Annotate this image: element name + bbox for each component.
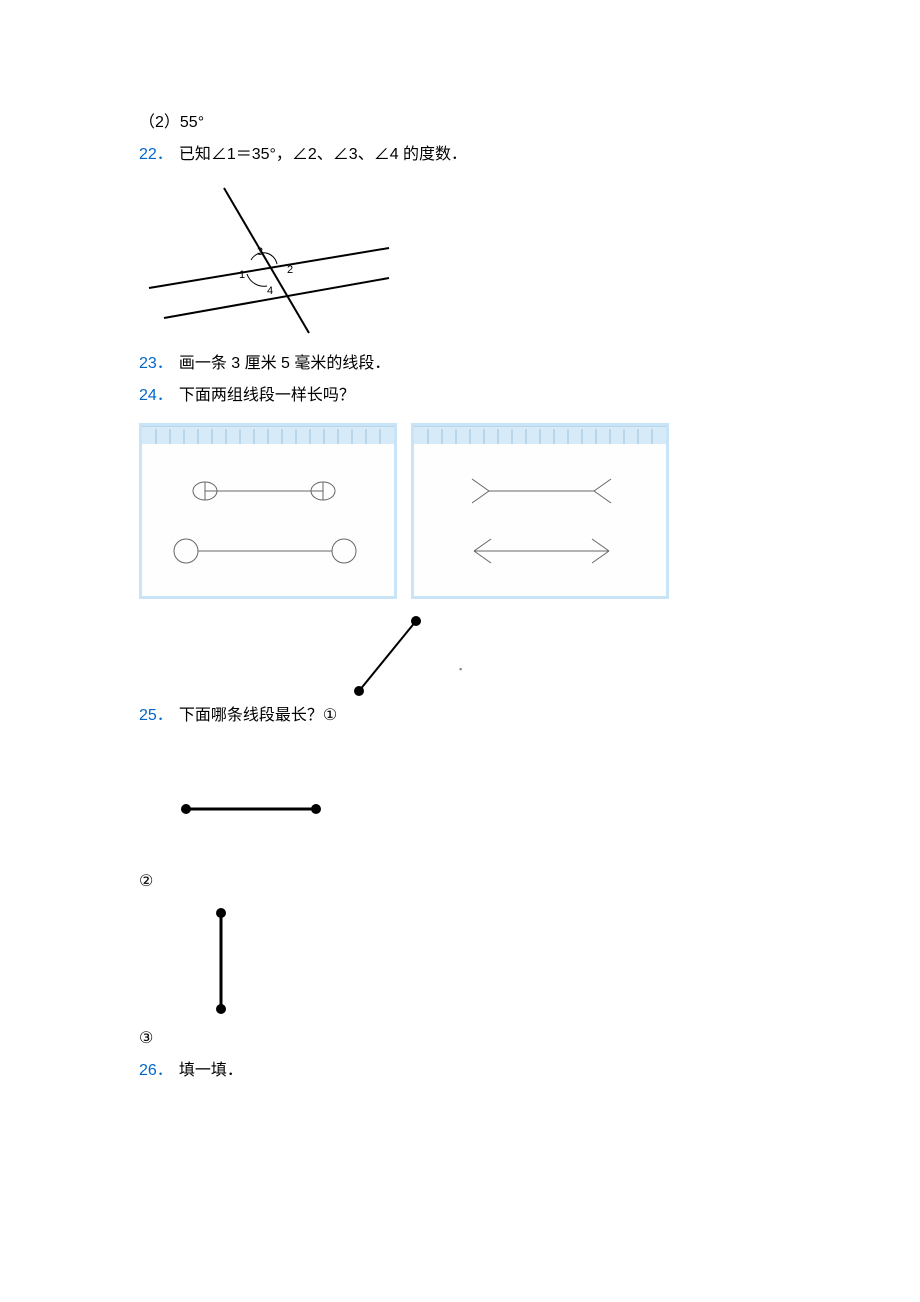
small-marker-icon: ▪ <box>459 664 462 674</box>
q24-text: 下面两组线段一样长吗？ <box>179 387 355 404</box>
q24-num: 24． <box>139 387 173 404</box>
q23-text: 画一条 3 厘米 5 毫米的线段． <box>179 355 391 372</box>
q26-text: 填一填． <box>179 1062 243 1079</box>
q25-seg3-block: ② ③ <box>139 869 920 1052</box>
q25-label-2: ② <box>139 869 920 895</box>
q25-num: 25． <box>139 707 173 724</box>
q22-text: 已知∠1＝35°，∠2、∠3、∠4 的度数． <box>179 146 467 163</box>
q25-label-3: ③ <box>139 1026 920 1052</box>
illusion-circles <box>142 449 394 591</box>
q23-num: 23． <box>139 355 173 372</box>
q22-figure: 1 2 3 4 <box>139 178 920 343</box>
q25-block: ▪ 25．下面哪条线段最长？① ② ③ <box>139 609 920 1052</box>
q25-segment-1 <box>341 609 920 709</box>
q26-line: 26． 填一填． <box>139 1058 920 1084</box>
svg-text:3: 3 <box>257 246 263 258</box>
illusion-arrows <box>414 449 666 591</box>
ruler-icon <box>142 426 394 444</box>
q24-line: 24． 下面两组线段一样长吗？ <box>139 383 920 409</box>
q22-line: 22． 已知∠1＝35°，∠2、∠3、∠4 的度数． <box>139 142 920 168</box>
q25-segment-3 <box>181 901 920 1026</box>
q22-num: 22． <box>139 146 173 163</box>
svg-text:4: 4 <box>267 285 273 297</box>
q21-part2: （2）55° <box>139 110 920 136</box>
svg-text:2: 2 <box>287 264 293 276</box>
q24-figures <box>139 423 920 599</box>
ruler-icon <box>414 426 666 444</box>
q24-panel-2 <box>411 423 669 599</box>
q23-line: 23． 画一条 3 厘米 5 毫米的线段． <box>139 351 920 377</box>
svg-text:1: 1 <box>239 269 245 281</box>
q25-text: 下面哪条线段最长？ <box>179 707 323 724</box>
q24-panel-1 <box>139 423 397 599</box>
q26-num: 26． <box>139 1062 173 1079</box>
q25-segment-2 <box>174 789 920 834</box>
